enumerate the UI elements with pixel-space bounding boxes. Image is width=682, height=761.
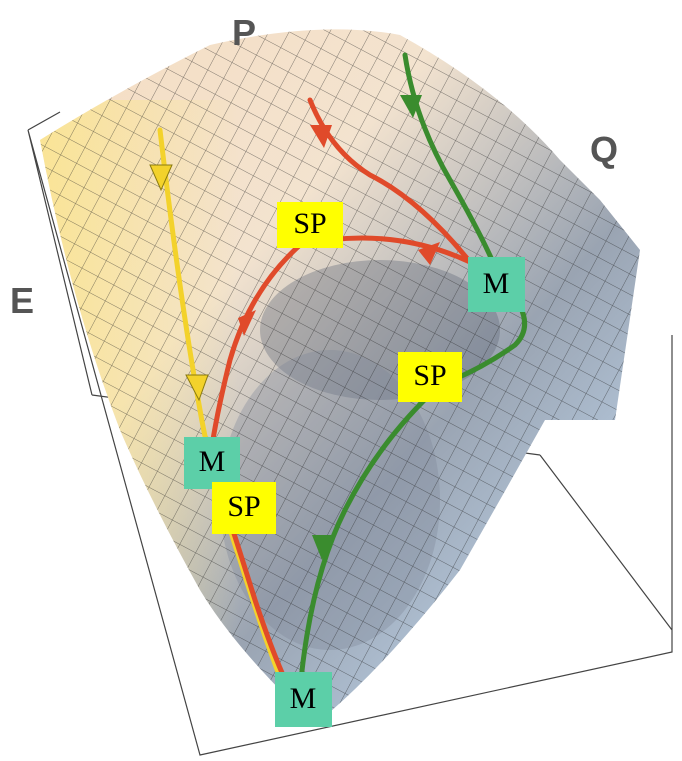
axis-label: Q xyxy=(590,129,618,170)
point-label: M xyxy=(290,682,317,715)
energy-surface-diagram: P Q E SP M SP M SP M xyxy=(0,0,682,761)
point-label: SP xyxy=(293,207,326,240)
point-label: SP xyxy=(413,359,446,392)
point-label: M xyxy=(483,267,510,300)
surface xyxy=(0,0,682,761)
axis-label: P xyxy=(232,12,256,53)
axis-label: E xyxy=(10,280,34,321)
point-label: M xyxy=(199,445,226,478)
point-label: SP xyxy=(227,490,260,523)
